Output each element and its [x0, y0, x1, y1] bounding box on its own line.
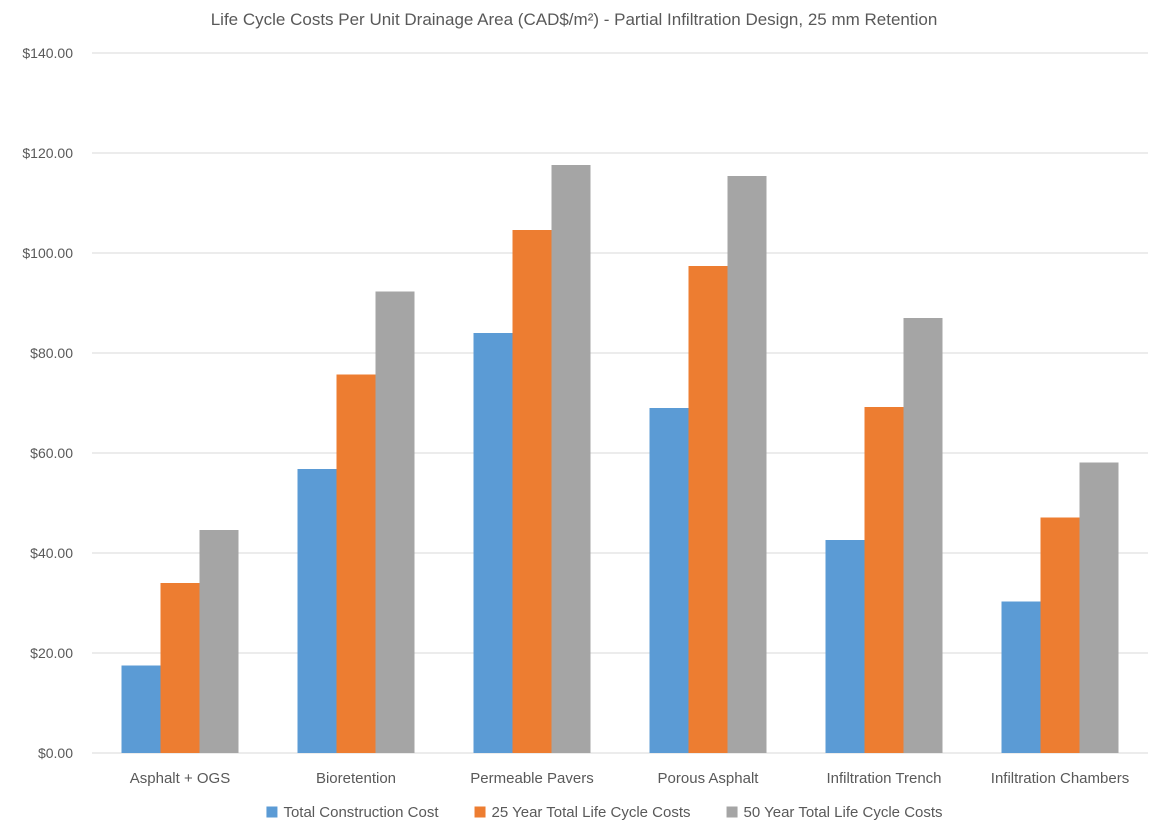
bar [199, 530, 239, 753]
bar [825, 540, 865, 753]
bar [297, 469, 337, 753]
chart-title: Life Cycle Costs Per Unit Drainage Area … [211, 10, 938, 29]
bar [903, 318, 943, 753]
bar [1079, 462, 1119, 753]
legend-label: Total Construction Cost [283, 804, 439, 821]
bar [649, 408, 689, 753]
y-axis-ticks: $0.00 $20.00 $40.00 $60.00 $80.00 $100.00 $120… [22, 45, 73, 761]
x-tick-label: Infiltration Chambers [991, 770, 1129, 787]
bars [121, 165, 1119, 753]
x-tick-label: Permeable Pavers [470, 770, 593, 787]
legend-swatch [726, 806, 738, 818]
y-tick-label: $0.00 [38, 745, 73, 761]
bar [473, 333, 513, 753]
y-tick-label: $120.00 [22, 145, 73, 161]
bar [551, 165, 591, 753]
legend-swatch [266, 806, 278, 818]
legend-label: 25 Year Total Life Cycle Costs [492, 804, 691, 821]
legend-swatch [474, 806, 486, 818]
gridlines [92, 52, 1148, 754]
bar [727, 176, 767, 753]
bar [688, 266, 728, 753]
bar [160, 583, 200, 753]
x-tick-label: Bioretention [316, 770, 396, 787]
y-tick-label: $100.00 [22, 245, 73, 261]
y-tick-label: $60.00 [30, 445, 73, 461]
bar [336, 374, 376, 753]
bar [375, 291, 415, 753]
x-tick-label: Infiltration Trench [826, 770, 941, 787]
x-tick-label: Asphalt + OGS [130, 770, 230, 787]
bar [864, 407, 904, 753]
y-tick-label: $80.00 [30, 345, 73, 361]
bar [1040, 517, 1080, 753]
y-tick-label: $20.00 [30, 645, 73, 661]
x-axis-ticks: Asphalt + OGS Bioretention Permeable Paver… [130, 770, 1129, 787]
x-tick-label: Porous Asphalt [658, 770, 760, 787]
bar [512, 230, 552, 753]
bar [121, 665, 161, 753]
legend-label: 50 Year Total Life Cycle Costs [744, 804, 943, 821]
y-tick-label: $140.00 [22, 45, 73, 61]
legend: Total Construction Cost 25 Year Total Lif… [266, 804, 943, 821]
y-tick-label: $40.00 [30, 545, 73, 561]
bar [1001, 601, 1041, 753]
